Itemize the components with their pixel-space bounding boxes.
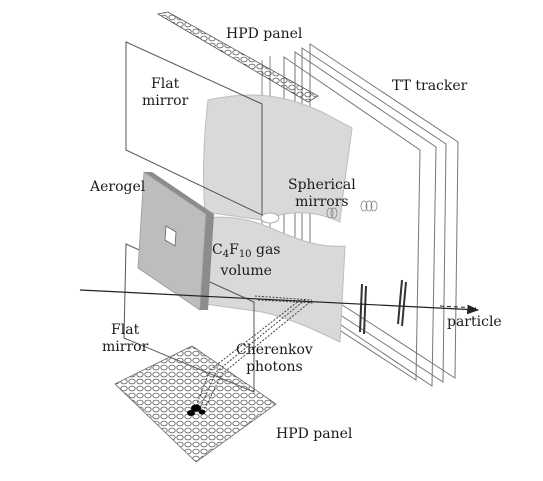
aerogel-side	[200, 214, 214, 310]
aerogel-label: Aerogel	[90, 179, 146, 195]
hpd-panel-bottom	[114, 345, 277, 463]
tt-tracker-label: TT tracker	[392, 78, 468, 94]
gas-volume-label-line1: C4F10 gas	[212, 242, 281, 263]
flat-mirror-bottom-label-line2: mirror	[102, 339, 149, 355]
cherenkov-photons	[195, 295, 315, 411]
spherical-mirrors-label-line2: mirrors	[295, 194, 349, 210]
flat-mirror-top-label: Flat mirror	[142, 76, 188, 110]
cherenkov-label-line2: photons	[246, 359, 303, 375]
spherical-mirrors-label-line1: Spherical	[288, 177, 356, 193]
spherical-mirrors	[202, 94, 353, 343]
tt-tracker-plane	[294, 51, 437, 387]
flat-mirror-bottom-label-line1: Flat	[111, 322, 140, 338]
aerogel-block	[137, 171, 214, 311]
beam-pipe-hole	[260, 212, 280, 224]
flat-mirror-top-label-line1: Flat	[151, 76, 180, 92]
gas-formula-c-sub: 4	[222, 249, 230, 260]
aerogel-hole	[164, 225, 177, 247]
gas-formula-c: C	[212, 242, 223, 258]
cherenkov-label-line1: Cherenkov	[236, 342, 313, 358]
spherical-mirror-upper	[203, 94, 353, 223]
tt-tracker-plane	[283, 56, 421, 381]
hpd-panel-top	[156, 11, 319, 103]
gas-formula-suffix: gas	[251, 242, 281, 258]
aerogel-side	[144, 172, 214, 214]
spherical-mirrors-label: Spherical mirrors	[288, 177, 356, 211]
tracker-hardware	[326, 200, 378, 219]
tt-tracker-stations	[359, 279, 407, 335]
hpd-panel-bottom-label: HPD panel	[276, 426, 353, 442]
flat-mirror-bottom-label: Flat mirror	[102, 322, 148, 356]
gas-volume-label: C4F10 gas volume	[212, 242, 281, 280]
cherenkov-label: Cherenkov photons	[236, 342, 313, 376]
flat-mirror-top-label-line2: mirror	[142, 93, 189, 109]
gas-formula-f: F	[229, 242, 239, 258]
gas-formula-f-sub: 10	[238, 249, 252, 260]
particle-track-extension	[439, 305, 477, 309]
hpd-hit-cluster	[187, 404, 206, 416]
gas-volume-label-line2: volume	[220, 263, 272, 279]
particle-track	[79, 289, 480, 315]
hpd-panel-top-label: HPD panel	[226, 26, 303, 42]
flat-mirror-top	[125, 41, 263, 216]
particle-label: particle	[447, 314, 502, 330]
